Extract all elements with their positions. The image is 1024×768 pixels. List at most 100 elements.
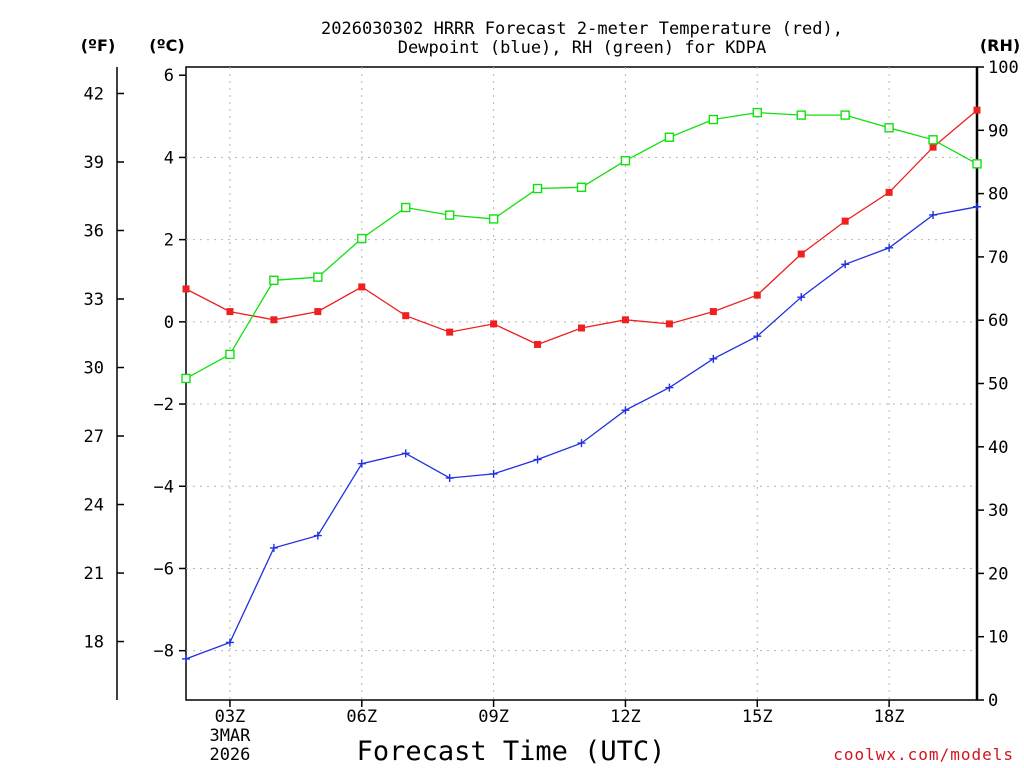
- rh-tick-label: 10: [988, 628, 1008, 648]
- dewpoint-point: [753, 332, 762, 341]
- celsius-tick-label: 6: [164, 66, 174, 86]
- rh-tick-label: 90: [988, 121, 1008, 141]
- dewpoint-line: [185, 206, 978, 660]
- rh-point: [401, 202, 411, 213]
- plot-area: [185, 66, 978, 701]
- celsius-tick-label: 4: [164, 148, 174, 168]
- temperature-point: [446, 328, 454, 336]
- rh-point: [664, 132, 675, 142]
- fahrenheit-tick-label: 39: [84, 153, 104, 173]
- dewpoint-point: [401, 449, 410, 458]
- temperature-point: [621, 316, 629, 324]
- dewpoint-point: [445, 474, 454, 483]
- unit-rh: (RH): [980, 36, 1020, 55]
- rh-point: [928, 135, 938, 145]
- rh-line: [185, 111, 978, 379]
- temperature-point: [973, 106, 981, 114]
- dewpoint-point: [489, 469, 498, 478]
- x-tick-label: 12Z: [610, 707, 641, 727]
- fahrenheit-tick-label: 36: [84, 222, 104, 242]
- fahrenheit-tick-label: 42: [84, 84, 104, 104]
- chart-title-line2: Dewpoint (blue), RH (green) for KDPA: [398, 38, 766, 58]
- x-axis-label: Forecast Time (UTC): [357, 736, 666, 767]
- x-tick-label: 09Z: [478, 707, 509, 727]
- rh-point: [181, 373, 191, 384]
- rh-point: [269, 275, 279, 286]
- rh-point: [444, 210, 455, 220]
- dewpoint-point: [533, 455, 542, 464]
- rh-tick-label: 0: [988, 691, 998, 711]
- dewpoint-point: [665, 383, 674, 392]
- temperature-point: [885, 188, 893, 196]
- temperature-point: [841, 217, 849, 225]
- fahrenheit-tick-label: 24: [84, 496, 104, 516]
- rh-point: [796, 110, 806, 120]
- fahrenheit-tick-label: 27: [84, 427, 104, 447]
- celsius-tick-label: −6: [154, 559, 174, 579]
- unit-fahrenheit: (ºF): [81, 36, 116, 55]
- rh-point: [708, 114, 719, 125]
- rh-point: [532, 183, 543, 194]
- dewpoint-point: [973, 202, 981, 211]
- dewpoint-point: [797, 293, 806, 302]
- dewpoint-point: [709, 354, 718, 363]
- rh-point: [225, 349, 235, 360]
- celsius-tick-label: 2: [164, 231, 174, 251]
- dewpoint-point: [225, 638, 234, 647]
- rh-tick-label: 50: [988, 375, 1008, 395]
- dewpoint-point: [357, 459, 366, 468]
- rh-point: [840, 110, 850, 120]
- rh-point: [752, 107, 762, 118]
- temperature-point: [226, 308, 234, 316]
- watermark: coolwx.com/models: [833, 745, 1014, 764]
- unit-celsius: (ºC): [149, 36, 184, 55]
- grid-lines: [186, 67, 977, 700]
- rh-tick-label: 100: [988, 58, 1019, 78]
- chart-title-line1: 2026030302 HRRR Forecast 2-meter Tempera…: [321, 19, 843, 39]
- temperature-point: [709, 308, 717, 316]
- rh-tick-label: 30: [988, 501, 1008, 521]
- rh-point: [620, 155, 631, 166]
- rh-point: [576, 182, 587, 192]
- rh-tick-label: 20: [988, 564, 1008, 584]
- x-tick-year: 2026: [209, 745, 250, 765]
- fahrenheit-tick-label: 21: [84, 564, 104, 584]
- temperature-point: [797, 250, 805, 258]
- temperature-point: [182, 285, 190, 293]
- rh-point: [313, 272, 323, 282]
- temperature-point: [578, 324, 585, 332]
- temperature-point: [534, 340, 542, 348]
- celsius-tick-label: −8: [154, 642, 174, 662]
- temperature-point: [358, 283, 366, 291]
- dewpoint-point: [577, 439, 586, 448]
- celsius-tick-label: −2: [154, 395, 174, 415]
- rh-tick-label: 60: [988, 311, 1008, 331]
- dewpoint-point: [885, 243, 894, 252]
- x-tick-label: 18Z: [874, 707, 905, 727]
- fahrenheit-tick-label: 18: [84, 633, 104, 653]
- temperature-point: [402, 312, 410, 320]
- x-tick-label: 03Z: [215, 707, 246, 727]
- x-tick-label: 15Z: [742, 707, 773, 727]
- temperature-point: [753, 291, 761, 299]
- temperature-point: [270, 316, 278, 324]
- dewpoint-point: [269, 543, 278, 552]
- temperature-point: [314, 308, 322, 316]
- rh-point: [488, 214, 499, 224]
- celsius-tick-label: −4: [154, 477, 174, 497]
- x-tick-label: 06Z: [346, 707, 377, 727]
- temperature-point: [665, 320, 673, 328]
- rh-tick-label: 70: [988, 248, 1008, 268]
- dewpoint-point: [841, 260, 850, 269]
- fahrenheit-tick-label: 33: [84, 290, 104, 310]
- fahrenheit-tick-label: 30: [84, 359, 104, 379]
- rh-tick-label: 80: [988, 185, 1008, 205]
- dewpoint-point: [621, 406, 630, 415]
- temperature-point: [929, 143, 937, 151]
- rh-point: [357, 233, 367, 244]
- rh-tick-label: 40: [988, 438, 1008, 458]
- series-group: [181, 106, 982, 663]
- dewpoint-point: [313, 531, 322, 540]
- temperature-line: [185, 109, 978, 346]
